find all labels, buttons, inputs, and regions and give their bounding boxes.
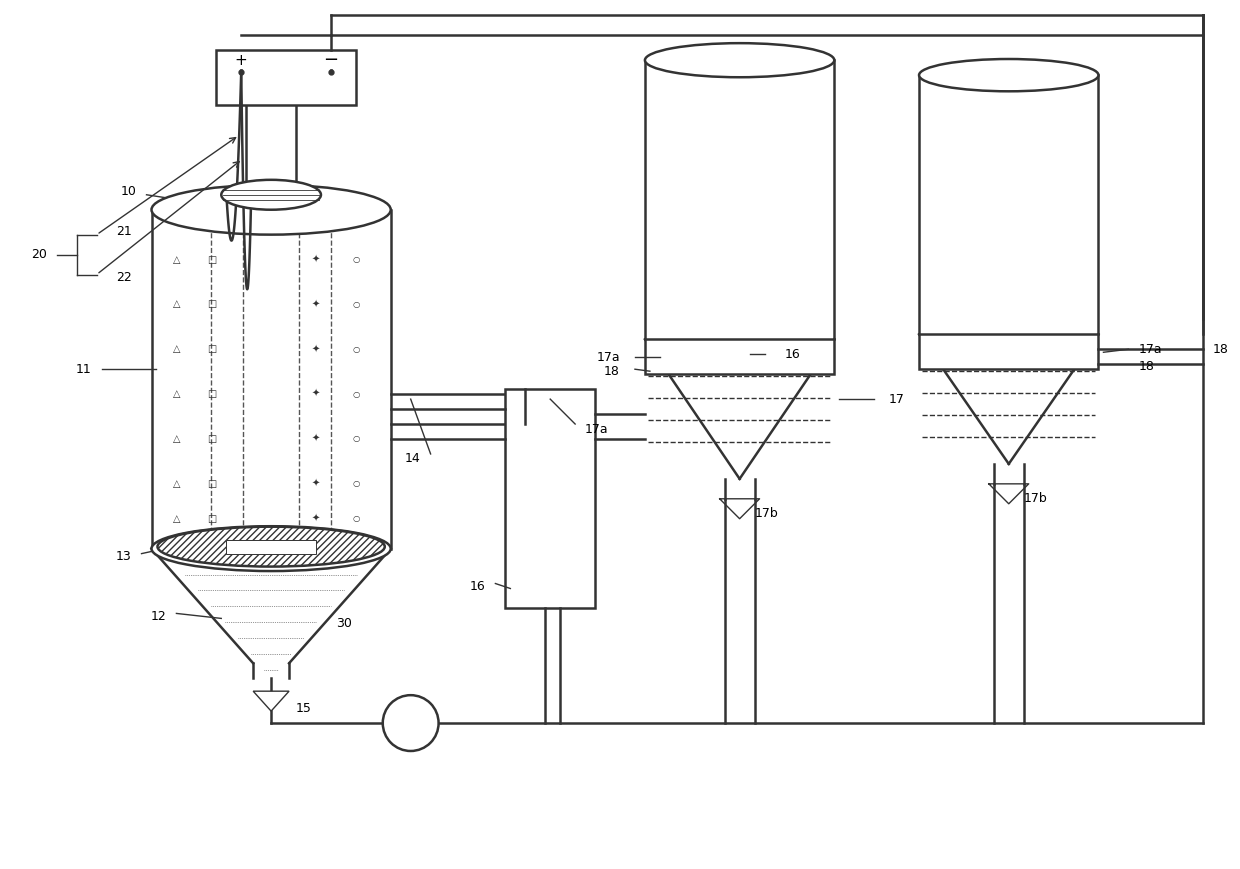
Text: 21: 21	[117, 225, 133, 238]
Text: 18: 18	[604, 365, 620, 378]
Text: △: △	[172, 255, 180, 264]
Text: ✦: ✦	[312, 434, 320, 444]
Text: 14: 14	[405, 453, 420, 466]
Text: △: △	[172, 479, 180, 489]
Text: □: □	[207, 344, 216, 355]
Text: +: +	[234, 53, 248, 68]
Text: ○: ○	[352, 345, 360, 354]
Ellipse shape	[645, 43, 835, 77]
Ellipse shape	[221, 180, 321, 209]
Text: □: □	[207, 514, 216, 524]
Text: 15: 15	[296, 701, 312, 714]
Text: 17b: 17b	[755, 507, 779, 521]
Text: ✦: ✦	[312, 514, 320, 524]
Ellipse shape	[151, 185, 391, 235]
Text: ○: ○	[352, 389, 360, 399]
Text: 20: 20	[31, 248, 47, 261]
Text: ✦: ✦	[312, 479, 320, 489]
Bar	[506, 389, 595, 608]
Text: −: −	[324, 51, 339, 70]
Text: □: □	[207, 434, 216, 444]
Text: □: □	[207, 255, 216, 264]
Text: △: △	[172, 344, 180, 355]
Text: 18: 18	[1138, 360, 1154, 373]
Text: △: △	[172, 300, 180, 309]
Text: ✦: ✦	[312, 344, 320, 355]
Text: 16: 16	[785, 348, 800, 361]
Text: 16: 16	[470, 580, 485, 593]
Ellipse shape	[157, 527, 384, 567]
Text: 22: 22	[117, 271, 133, 284]
Text: □: □	[207, 300, 216, 309]
Bar	[216, 50, 356, 105]
Text: ○: ○	[352, 300, 360, 308]
Text: ○: ○	[352, 434, 360, 443]
Polygon shape	[253, 691, 289, 711]
Text: △: △	[172, 389, 180, 399]
Ellipse shape	[151, 527, 391, 571]
Text: ○: ○	[352, 255, 360, 264]
Text: 17a: 17a	[596, 351, 620, 364]
Text: ✦: ✦	[312, 300, 320, 309]
Text: 30: 30	[336, 617, 352, 630]
Text: 17: 17	[889, 393, 905, 406]
Text: □: □	[207, 389, 216, 399]
Text: 10: 10	[120, 185, 136, 198]
Text: △: △	[172, 434, 180, 444]
Bar	[645, 339, 835, 375]
Text: 11: 11	[76, 362, 92, 375]
Bar	[919, 335, 1099, 369]
Circle shape	[383, 695, 439, 751]
Text: ○: ○	[352, 514, 360, 523]
Text: △: △	[172, 514, 180, 524]
Text: 12: 12	[151, 610, 166, 623]
Text: ○: ○	[352, 480, 360, 488]
Text: ✦: ✦	[312, 389, 320, 399]
Text: ✦: ✦	[312, 255, 320, 264]
Text: 17b: 17b	[1024, 493, 1048, 505]
Text: 17a: 17a	[585, 422, 609, 435]
Text: □: □	[207, 479, 216, 489]
Ellipse shape	[919, 59, 1099, 91]
Bar	[226, 540, 316, 554]
Text: 17a: 17a	[1138, 342, 1162, 355]
Text: 18: 18	[1213, 342, 1229, 355]
Text: 13: 13	[115, 550, 131, 563]
